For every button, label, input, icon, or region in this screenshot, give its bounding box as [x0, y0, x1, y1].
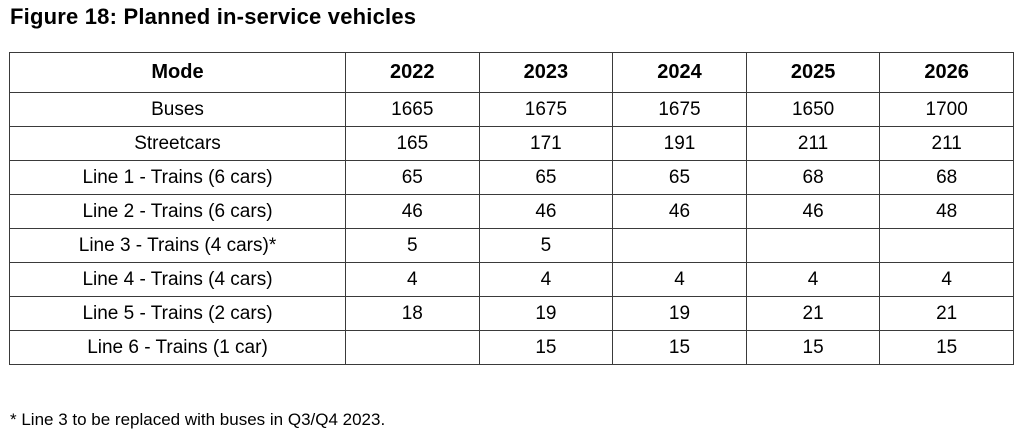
cell-value: 1675: [478, 92, 614, 127]
cell-value: 15: [612, 330, 747, 365]
cell-mode: Line 1 - Trains (6 cars): [9, 160, 346, 195]
cell-value: [345, 330, 480, 365]
cell-value: 4: [345, 262, 480, 297]
cell-value: [745, 228, 881, 263]
cell-mode: Line 5 - Trains (2 cars): [9, 296, 346, 331]
table-footnote: * Line 3 to be replaced with buses in Q3…: [10, 410, 386, 429]
cell-value: 211: [745, 126, 881, 161]
table-row: Line 2 - Trains (6 cars) 46 46 46 46 48: [9, 194, 1014, 229]
table-row: Line 1 - Trains (6 cars) 65 65 65 68 68: [9, 160, 1014, 195]
cell-value: 211: [879, 126, 1014, 161]
column-header-year: 2024: [612, 52, 747, 93]
column-header-mode: Mode: [9, 52, 346, 93]
table-row: Line 6 - Trains (1 car) 15 15 15 15: [9, 330, 1014, 365]
cell-value: 15: [745, 330, 881, 365]
cell-value: 46: [345, 194, 480, 229]
cell-value: 21: [745, 296, 881, 331]
cell-value: 1675: [612, 92, 747, 127]
cell-value: 21: [879, 296, 1014, 331]
cell-value: 19: [478, 296, 614, 331]
table-row: Streetcars 165 171 191 211 211: [9, 126, 1014, 161]
cell-value: 165: [345, 126, 480, 161]
cell-value: 68: [745, 160, 881, 195]
cell-value: 171: [478, 126, 614, 161]
cell-value: 1700: [879, 92, 1014, 127]
cell-value: 5: [345, 228, 480, 263]
column-header-year: 2023: [478, 52, 614, 93]
cell-value: 65: [612, 160, 747, 195]
cell-value: 65: [345, 160, 480, 195]
table-row: Line 3 - Trains (4 cars)* 5 5: [9, 228, 1014, 263]
cell-value: 5: [478, 228, 614, 263]
cell-value: 4: [612, 262, 747, 297]
cell-value: 191: [612, 126, 747, 161]
cell-value: 4: [745, 262, 881, 297]
cell-value: 18: [345, 296, 480, 331]
cell-mode: Line 6 - Trains (1 car): [9, 330, 346, 365]
table-row: Line 4 - Trains (4 cars) 4 4 4 4 4: [9, 262, 1014, 297]
cell-value: 68: [879, 160, 1014, 195]
cell-value: 15: [879, 330, 1014, 365]
table-header-row: Mode 2022 2023 2024 2025 2026: [9, 52, 1014, 93]
cell-value: 19: [612, 296, 747, 331]
cell-value: 1665: [345, 92, 480, 127]
cell-value: 15: [478, 330, 614, 365]
cell-value: [879, 228, 1014, 263]
cell-mode: Buses: [9, 92, 346, 127]
cell-value: 46: [745, 194, 881, 229]
table-row: Buses 1665 1675 1675 1650 1700: [9, 92, 1014, 127]
cell-mode: Line 4 - Trains (4 cars): [9, 262, 346, 297]
cell-value: 4: [879, 262, 1014, 297]
column-header-year: 2022: [345, 52, 480, 93]
table-body: Buses 1665 1675 1675 1650 1700 Streetcars 165 17…: [9, 92, 1014, 365]
cell-value: 46: [478, 194, 614, 229]
cell-value: 65: [478, 160, 614, 195]
cell-value: 4: [478, 262, 614, 297]
table-header: Mode 2022 2023 2024 2025 2026: [9, 52, 1014, 93]
column-header-year: 2025: [745, 52, 881, 93]
cell-value: 48: [879, 194, 1014, 229]
cell-value: 1650: [745, 92, 881, 127]
table-row: Line 5 - Trains (2 cars) 18 19 19 21 21: [9, 296, 1014, 331]
cell-value: 46: [612, 194, 747, 229]
column-header-year: 2026: [879, 52, 1014, 93]
cell-value: [612, 228, 747, 263]
cell-mode: Streetcars: [9, 126, 346, 161]
cell-mode: Line 2 - Trains (6 cars): [9, 194, 346, 229]
planned-vehicles-table: Mode 2022 2023 2024 2025 2026 Buses 1665 1675 16…: [9, 52, 1014, 365]
figure-title: Figure 18: Planned in-service vehicles: [10, 4, 417, 29]
cell-mode: Line 3 - Trains (4 cars)*: [9, 228, 346, 263]
